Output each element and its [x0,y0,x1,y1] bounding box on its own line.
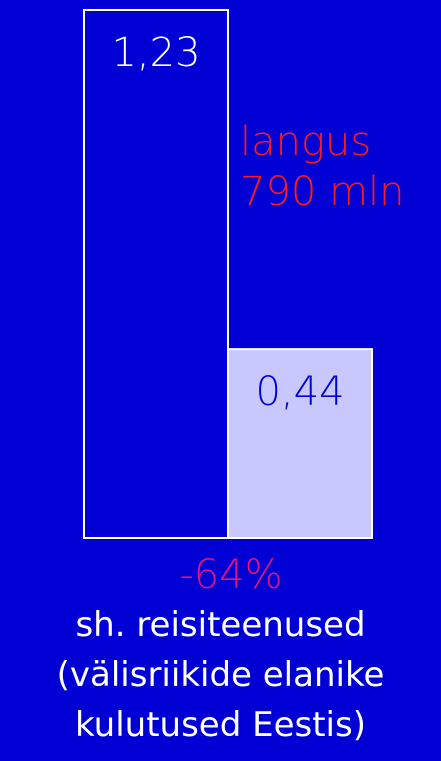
bar-1 [83,9,229,539]
bar-value-label-2: 0,44 [255,369,344,415]
bar-2 [227,348,373,539]
decline-annotation-line2: 790 mln [240,169,405,215]
chart-caption: sh. reisiteenused (välisriikide elanike … [0,600,441,750]
percent-change-label: -64% [179,552,282,598]
bar-value-label-1: 1,23 [111,30,200,76]
caption-line-1: sh. reisiteenused [75,605,366,645]
caption-line-3: kulutused Eestis) [75,705,366,745]
caption-line-2: (välisriikide elanike [56,655,385,695]
bars-layer: 1,23 0,44 [83,9,373,539]
decline-annotation-line1: langus [240,119,371,165]
